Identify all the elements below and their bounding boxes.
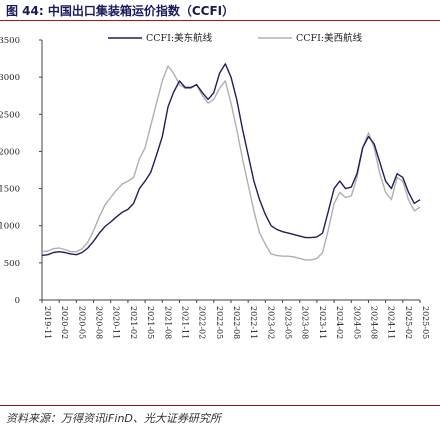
x-tick-label: 2025-02 <box>404 306 413 339</box>
x-tick-label: 2024-02 <box>335 306 344 339</box>
series-lines <box>41 63 421 261</box>
y-tick-label: 2500 <box>0 110 20 120</box>
x-tick-label: 2020-02 <box>60 306 69 339</box>
x-tick-label: 2023-05 <box>284 306 293 339</box>
x-axis-ticks: 2019-11 2020-02 2020-05 2020-08 2020-11 2021-… <box>41 300 430 339</box>
x-tick-label: 2020-11 <box>112 306 121 339</box>
series-line-1 <box>41 63 421 257</box>
x-tick-label: 2020-08 <box>95 306 104 339</box>
x-tick-label: 2022-08 <box>232 306 241 339</box>
series-line-2 <box>41 65 421 261</box>
y-tick-label: 1000 <box>0 222 20 232</box>
line-chart: CCFI:美东航线 CCFI:美西航线 0 500 1000 1500 2000 2500 3… <box>0 32 430 339</box>
y-tick-label: 500 <box>4 259 20 269</box>
y-tick-label: 3500 <box>0 36 20 46</box>
x-tick-label: 2019-11 <box>43 306 52 339</box>
x-tick-label: 2023-11 <box>318 306 327 339</box>
y-axis-ticks: 0 500 1000 1500 2000 2500 3000 3500 <box>0 36 42 306</box>
legend-label: CCFI:美西航线 <box>296 32 363 44</box>
y-tick-label: 0 <box>15 296 20 306</box>
x-tick-label: 2024-05 <box>352 306 361 339</box>
x-tick-label: 2022-02 <box>198 306 207 339</box>
x-tick-label: 2021-02 <box>129 306 138 339</box>
y-tick-label: 3000 <box>0 73 20 83</box>
x-tick-label: 2025-05 <box>421 306 430 339</box>
x-tick-label: 2021-11 <box>180 306 189 339</box>
x-tick-label: 2020-05 <box>77 306 86 339</box>
footer-divider <box>0 405 440 406</box>
y-tick-label: 2000 <box>0 147 20 157</box>
x-tick-label: 2024-11 <box>387 306 396 339</box>
source-note: 资料来源：万得资讯iFinD、光大证券研究所 <box>6 412 221 425</box>
x-tick-label: 2021-08 <box>163 306 172 339</box>
figure-title: 图 44: 中国出口集装箱运价指数（CCFI） <box>6 4 235 18</box>
chart-legend: CCFI:美东航线 CCFI:美西航线 <box>108 32 363 44</box>
x-tick-label: 2023-02 <box>266 306 275 339</box>
y-tick-label: 1500 <box>0 185 20 195</box>
x-tick-label: 2022-11 <box>249 306 258 339</box>
legend-label: CCFI:美东航线 <box>146 32 213 44</box>
x-tick-label: 2023-08 <box>301 306 310 339</box>
title-divider <box>0 20 440 21</box>
x-tick-label: 2022-05 <box>215 306 224 339</box>
x-tick-label: 2021-05 <box>146 306 155 339</box>
x-tick-label: 2024-08 <box>369 306 378 339</box>
